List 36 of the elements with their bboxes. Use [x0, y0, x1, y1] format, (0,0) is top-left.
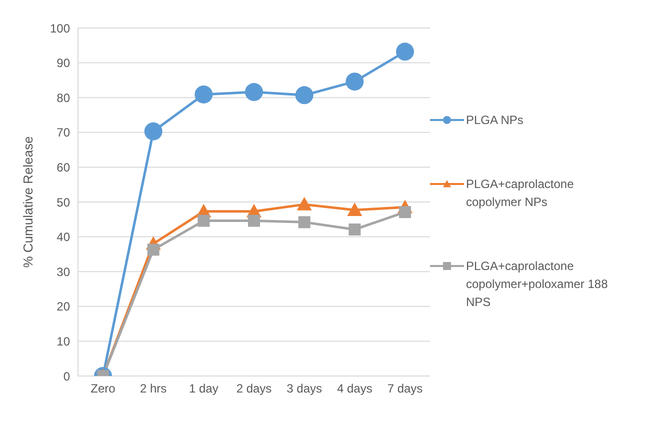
y-tick-label: 70 — [56, 126, 70, 140]
y-tick-label: 60 — [56, 160, 70, 174]
point — [245, 83, 263, 102]
legend-label: PLGA+caprolactone copolymer NPs — [466, 176, 575, 211]
y-tick-label: 10 — [56, 334, 70, 348]
y-tick-label: 100 — [50, 21, 70, 36]
point — [295, 86, 314, 104]
point — [147, 244, 160, 256]
x-tick-label: 2 hrs — [140, 382, 167, 396]
y-tick-label: 90 — [56, 56, 70, 70]
legend-label: PLGA+caprolactone copolymer+poloxamer 188 NPS — [466, 258, 609, 311]
point — [348, 223, 361, 236]
point — [144, 122, 162, 140]
x-tick-label: Zero — [90, 382, 116, 396]
point — [296, 196, 312, 210]
point — [399, 206, 411, 218]
y-tick-label: 20 — [56, 300, 70, 314]
x-tick-label: 1 day — [188, 382, 218, 396]
point — [198, 214, 210, 227]
point — [194, 85, 213, 104]
x-tick-label: 2 days — [236, 382, 272, 396]
point — [396, 42, 414, 61]
x-tick-label: 7 days — [387, 382, 423, 396]
y-tick-label: 50 — [56, 195, 70, 210]
y-tick-label: 40 — [56, 230, 70, 244]
y-tick-label: 80 — [56, 90, 70, 105]
point — [347, 202, 362, 216]
point — [298, 216, 310, 228]
y-tick-label: 30 — [56, 264, 70, 279]
x-tick-label: 3 days — [286, 382, 322, 396]
point — [248, 214, 260, 227]
y-tick-label: 0 — [63, 369, 70, 384]
y-axis-title: % Cumulative Release — [20, 136, 36, 268]
point — [346, 72, 364, 91]
legend-label: PLGA NPs — [466, 112, 524, 129]
x-tick-label: 4 days — [336, 382, 372, 396]
